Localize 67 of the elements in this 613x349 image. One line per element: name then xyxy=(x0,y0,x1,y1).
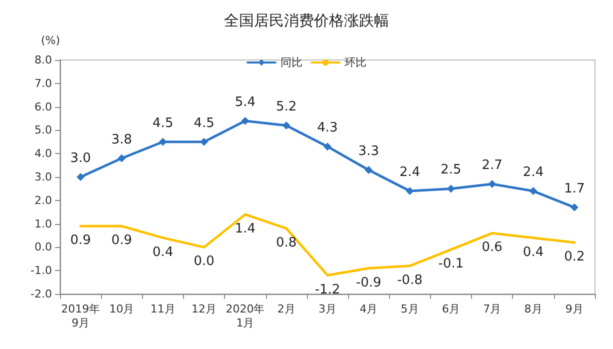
x-tick-label: 3月 xyxy=(318,302,336,316)
y-tick-label: 7.0 xyxy=(34,76,52,90)
data-label: 2.7 xyxy=(482,158,502,174)
data-label: 2.4 xyxy=(399,165,420,180)
y-axis-title: (%) xyxy=(40,34,60,47)
point xyxy=(406,187,414,196)
data-label: 0.4 xyxy=(152,244,174,260)
data-label: -0.8 xyxy=(397,272,422,288)
point xyxy=(282,122,290,130)
y-tick-label: 5.0 xyxy=(34,124,52,137)
x-tick-label: 10月 xyxy=(109,302,134,316)
y-tick-label: 3.0 xyxy=(34,170,52,184)
data-label: 0.6 xyxy=(482,240,502,256)
x-tick-label: 11月 xyxy=(150,302,176,316)
point xyxy=(364,166,373,174)
data-label: 2.5 xyxy=(440,162,462,178)
y-tick-label: -2.0 xyxy=(30,288,52,300)
data-label: -1.2 xyxy=(314,282,340,298)
point xyxy=(118,154,126,162)
point xyxy=(529,187,538,196)
data-label: 4.3 xyxy=(317,120,338,136)
data-label: 0.8 xyxy=(276,235,297,250)
y-tick-label: 1.0 xyxy=(34,217,52,230)
legend-label: 环比 xyxy=(344,56,366,69)
data-label: 0.4 xyxy=(522,244,544,260)
point xyxy=(241,116,250,125)
data-label: 1.4 xyxy=(234,221,256,236)
data-label: 3.8 xyxy=(111,132,132,148)
x-tick-label: 7月 xyxy=(483,302,502,316)
chart-title: 全国居民消费价格涨跌幅 xyxy=(224,12,389,30)
data-label: -0.1 xyxy=(438,256,464,272)
y-tick-label: 2.0 xyxy=(34,194,52,207)
data-label: 0.0 xyxy=(194,254,214,270)
data-label: 4.5 xyxy=(152,116,174,131)
data-label: 3.3 xyxy=(358,144,379,159)
x-tick-label: 2月 xyxy=(277,302,296,316)
point xyxy=(158,138,167,146)
data-label: 0.9 xyxy=(111,233,132,248)
data-label: 1.7 xyxy=(564,181,585,196)
point xyxy=(324,142,332,151)
legend-label: 同比 xyxy=(280,56,302,69)
data-label: -0.9 xyxy=(356,275,382,290)
point xyxy=(76,173,85,181)
y-tick-label: 4.0 xyxy=(34,147,52,160)
x-tick-label: 9月 xyxy=(565,302,584,316)
data-label: 2.4 xyxy=(522,165,544,180)
data-label: 0.2 xyxy=(564,250,585,265)
y-tick-label: 0.0 xyxy=(34,240,52,254)
point xyxy=(570,203,578,212)
data-label: 3.0 xyxy=(70,151,91,166)
x-tick-label: 5月 xyxy=(400,302,419,316)
x-tick-label: 8月 xyxy=(524,302,542,316)
data-label: 0.9 xyxy=(70,233,91,248)
x-tick-label: 6月 xyxy=(442,302,460,316)
x-tick-label: 2020年 1月 xyxy=(226,302,265,330)
y-tick-label: 6.0 xyxy=(34,100,52,114)
x-tick-label: 4月 xyxy=(360,302,378,316)
point xyxy=(488,180,496,188)
data-label: 5.2 xyxy=(276,100,297,115)
data-label: 4.5 xyxy=(194,116,214,131)
y-tick-label: -1.0 xyxy=(30,264,52,278)
point xyxy=(200,138,208,146)
x-tick-label: 12月 xyxy=(192,302,217,316)
x-tick-label: 2019年 9月 xyxy=(61,302,100,330)
point xyxy=(446,184,455,193)
data-label: 5.4 xyxy=(234,94,256,110)
y-tick-label: 8.0 xyxy=(34,54,52,66)
